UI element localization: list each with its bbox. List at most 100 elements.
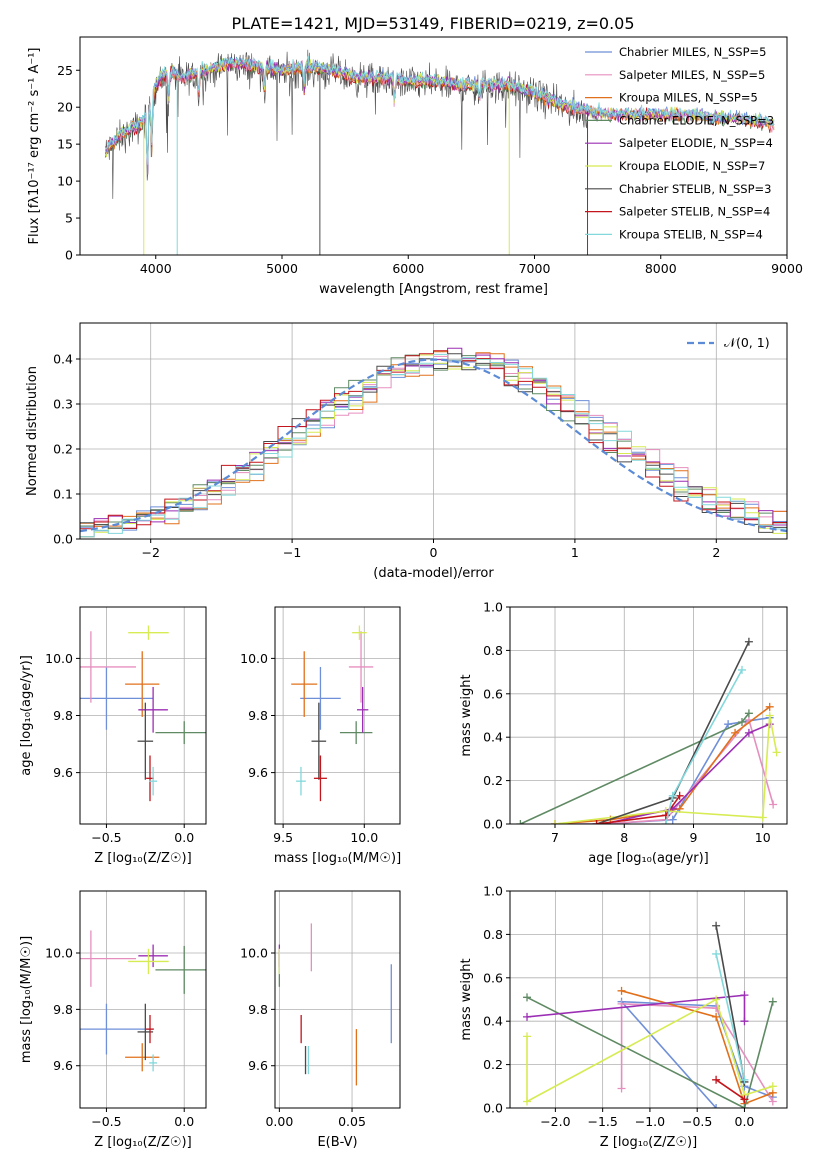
massweight_vs_age-marker-kroupa_stelib — [668, 791, 677, 800]
legend-label-chabrier_miles: Chabrier MILES, N_SSP=5 — [619, 45, 766, 59]
spectrum-ytick-label: 25 — [57, 63, 73, 78]
massweight_vs_age-ylabel: mass weight — [459, 674, 474, 756]
spectrum-ylabel: Flux [fλ10⁻¹⁷ erg cm⁻² s⁻¹ A⁻¹] — [27, 48, 42, 245]
massweight_vs_age-marker-salpeter_stelib — [592, 820, 601, 824]
legend-label-salpeter_stelib: Salpeter STELIB, N_SSP=4 — [619, 205, 770, 219]
mass_vs_Z-xlabel: Z [log₁₀(Z/Z☉)] — [94, 1135, 191, 1150]
age_vs_Z-panel: −0.5 0.0 9.6 9.8 10.0 Z [log₁₀(Z/Z☉)] age [log… — [19, 606, 207, 866]
massweight_vs_Z-marker-kroupa_miles — [617, 986, 626, 995]
residuals-ytick-label: 0.1 — [53, 487, 73, 502]
massweight_vs_age-xlabel: age [log₁₀(age/yr)] — [588, 851, 709, 866]
massweight_vs_age-ytick-label: 0.2 — [483, 773, 503, 788]
massweight_vs_Z-marker-salpeter_elodie — [740, 991, 749, 1000]
massweight_vs_Z-marker-salpeter_elodie — [740, 1017, 749, 1026]
massweight_vs_Z-line-salpeter_stelib — [715, 1079, 745, 1100]
legend-label-kroupa_elodie: Kroupa ELODIE, N_SSP=7 — [619, 159, 765, 173]
spectrum-xtick-label: 9000 — [771, 261, 803, 276]
legend-label-kroupa_stelib: Kroupa STELIB, N_SSP=4 — [619, 227, 763, 241]
mass_vs_ebv-ytick-label: 10.0 — [240, 946, 268, 961]
massweight_vs_age-marker-kroupa_elodie — [765, 711, 774, 720]
massweight_vs_age-line-salpeter_miles — [555, 718, 774, 824]
residuals-ylabel: Normed distribution — [25, 366, 40, 496]
mass_vs_ebv-frame — [274, 890, 401, 1109]
legend-label-salpeter_elodie: Salpeter ELODIE, N_SSP=4 — [619, 136, 773, 150]
massweight_vs_age-ytick-label: 1.0 — [483, 600, 503, 615]
massweight_vs_Z-line-kroupa_stelib — [715, 953, 746, 1080]
massweight_vs_age-line-kroupa_stelib — [665, 669, 743, 824]
mass_vs_ebv-ytick-label: 9.6 — [248, 1058, 268, 1073]
massweight_vs_age-ytick-label: 0.0 — [483, 817, 503, 832]
massweight_vs_age-ytick-label: 0.6 — [483, 686, 503, 701]
massweight_vs_age-ytick-label: 0.4 — [483, 730, 503, 745]
massweight_vs_age-marker-chabrier_miles — [724, 720, 733, 729]
massweight_vs_Z-xtick-label: 0.0 — [735, 1114, 755, 1129]
massweight_vs_age-panel: 7 8 9 10 0.0 0.2 0.4 0.6 0.8 1.0 age [log₁₀(age/yr… — [459, 600, 788, 866]
massweight_vs_age-marker-kroupa_elodie — [772, 748, 781, 757]
massweight_vs_Z-marker-kroupa_stelib — [712, 949, 721, 958]
spectrum-plot-area — [104, 49, 775, 255]
age_vs_Z-ytick-label: 9.6 — [53, 765, 73, 780]
spectrum-xtick-label: 7000 — [519, 261, 551, 276]
mass_vs_Z-ytick-label: 9.6 — [53, 1058, 73, 1073]
spectrum-xlabel: wavelength [Angstrom, rest frame] — [319, 282, 548, 297]
massweight_vs_age-xtick-label: 9 — [690, 830, 698, 845]
mass_vs_ebv-plot-area — [278, 923, 392, 1086]
residuals-legend-label: 𝒩(0, 1) — [724, 335, 770, 350]
massweight_vs_Z-marker-salpeter_miles — [617, 999, 626, 1008]
age_vs_mass-xtick-label: 9.5 — [273, 830, 293, 845]
normal-curve — [80, 358, 787, 533]
massweight_vs_Z-ytick-label: 0.6 — [483, 970, 503, 985]
massweight_vs_Z-xtick-label: −1.5 — [587, 1114, 617, 1129]
massweight_vs_Z-ytick-label: 1.0 — [483, 884, 503, 899]
massweight_vs_Z-line-chabrier_elodie — [526, 996, 774, 1108]
legend-label-kroupa_miles: Kroupa MILES, N_SSP=5 — [619, 91, 758, 105]
massweight_vs_age-marker-kroupa_stelib — [661, 820, 670, 824]
residuals-xtick-label: 2 — [712, 545, 720, 560]
age_vs_Z-xlabel: Z [log₁₀(Z/Z☉)] — [94, 851, 191, 866]
age_vs_mass-xlabel: mass [log₁₀(M/M☉)] — [274, 851, 401, 866]
age_vs_Z-ylabel: age [log₁₀(age/yr)] — [19, 655, 34, 776]
mass_vs_Z-frame — [79, 890, 207, 1109]
massweight_vs_age-marker-salpeter_elodie — [744, 728, 753, 737]
massweight_vs_age-xtick-label: 10 — [755, 830, 771, 845]
age_vs_Z-xtick-label: 0.0 — [174, 830, 194, 845]
residual-hist-kroupa_stelib — [80, 353, 787, 539]
age_vs_Z-plot-area — [80, 625, 206, 802]
spectrum-ytick-label: 5 — [65, 211, 73, 226]
massweight_vs_Z-marker-kroupa_elodie — [523, 1032, 532, 1041]
mass_vs_Z-xtick-label: −0.5 — [91, 1114, 121, 1129]
massweight_vs_age-marker-kroupa_miles — [731, 728, 740, 737]
massweight_vs_Z-marker-salpeter_miles — [768, 1097, 777, 1106]
age_vs_mass-ytick-label: 9.6 — [248, 765, 268, 780]
massweight_vs_Z-line-kroupa_miles — [621, 990, 774, 1105]
residuals-panel: 𝒩(0, 1) −2 −1 0 1 2 0.0 0.1 0.2 0.3 0.4 (data-model… — [25, 322, 788, 581]
spectrum-xtick-label: 4000 — [140, 261, 172, 276]
residuals-plot-area — [80, 347, 787, 539]
massweight_vs_age-xtick-label: 8 — [620, 830, 628, 845]
spectrum-panel: Chabrier MILES, N_SSP=5 Salpeter MILES, N… — [27, 36, 803, 297]
residuals-ytick-label: 0.2 — [53, 442, 73, 457]
residuals-ytick-label: 0.4 — [53, 352, 73, 367]
spectrum-xtick-label: 8000 — [645, 261, 677, 276]
residuals-xtick-label: 0 — [430, 545, 438, 560]
spectrum-frame — [79, 36, 788, 256]
massweight_vs_age-ytick-label: 0.8 — [483, 643, 503, 658]
residuals-xtick-label: −1 — [283, 545, 301, 560]
massweight_vs_Z-plot-area — [523, 921, 777, 1108]
massweight_vs_Z-marker-salpeter_stelib — [740, 1095, 749, 1104]
age_vs_mass-plot-area — [291, 625, 374, 802]
massweight_vs_Z-xtick-label: −1.0 — [635, 1114, 665, 1129]
massweight_vs_Z-ytick-label: 0.8 — [483, 927, 503, 942]
legend-label-chabrier_elodie: Chabrier ELODIE, N_SSP=3 — [619, 113, 774, 127]
massweight_vs_Z-ytick-label: 0.4 — [483, 1014, 503, 1029]
massweight_vs_Z-xtick-label: −2.0 — [540, 1114, 570, 1129]
mass_vs_Z-plot-area — [80, 930, 206, 1072]
legend-label-chabrier_stelib: Chabrier STELIB, N_SSP=3 — [619, 182, 771, 196]
massweight_vs_Z-marker-kroupa_stelib — [740, 1075, 749, 1084]
residuals-xlabel: (data-model)/error — [373, 566, 494, 581]
massweight_vs_Z-marker-salpeter_stelib — [712, 1075, 721, 1084]
spectrum-ytick-label: 15 — [57, 137, 73, 152]
spectrum-ytick-label: 10 — [57, 174, 73, 189]
massweight_vs_age-marker-kroupa_elodie — [758, 813, 767, 822]
massweight_vs_age-marker-kroupa_elodie — [551, 820, 560, 824]
